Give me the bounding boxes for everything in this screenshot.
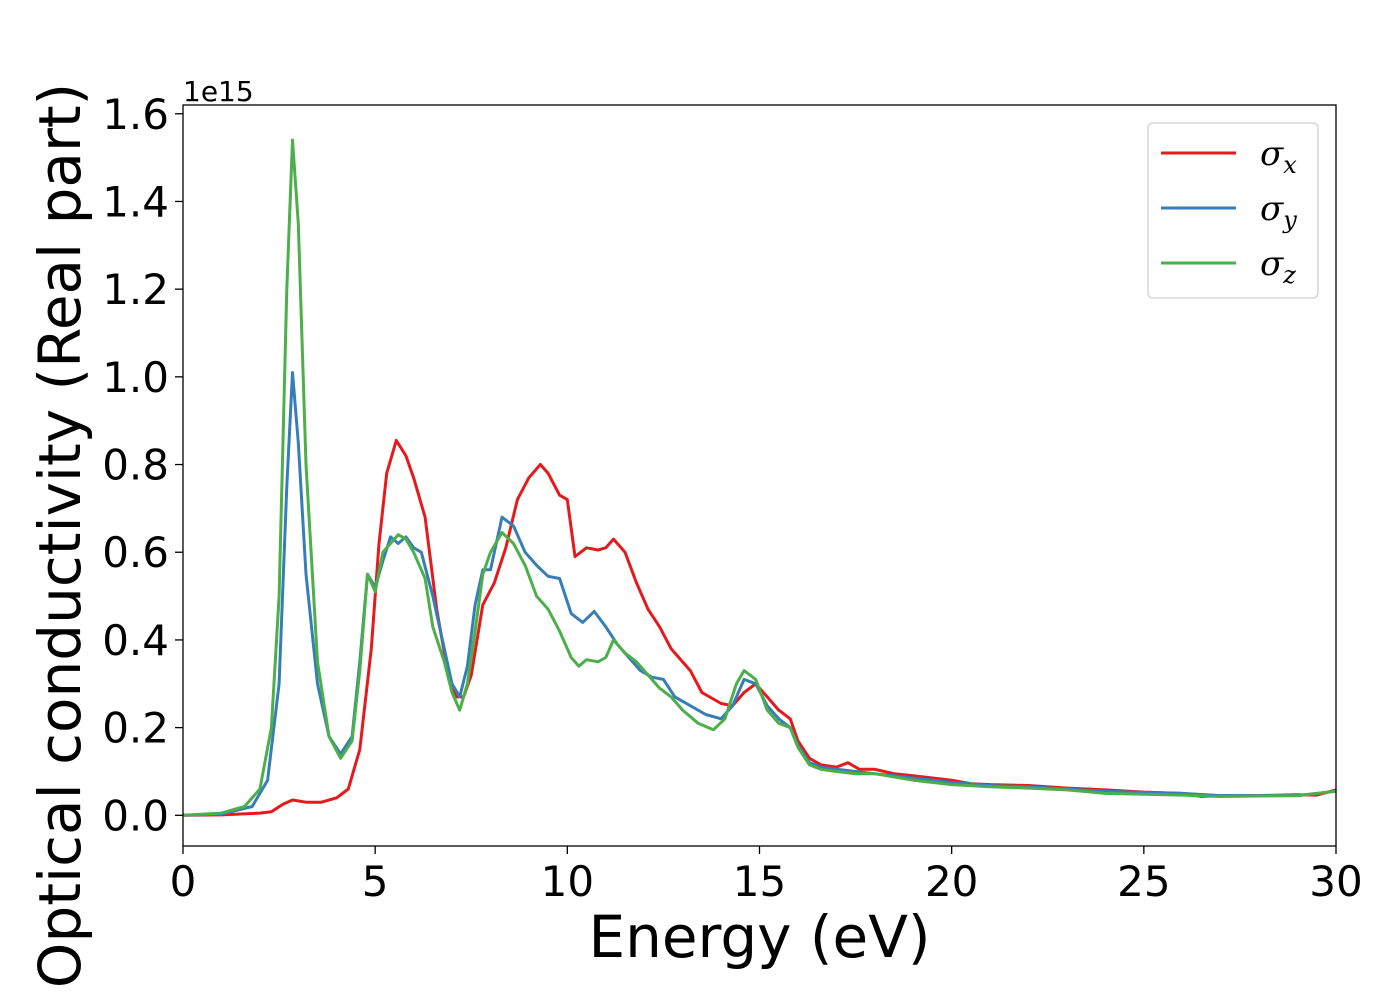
y-tick-label: 1.6 xyxy=(102,90,169,139)
y-offset-text: 1e15 xyxy=(183,75,254,108)
x-axis: 0 5 10 15 20 25 30 xyxy=(170,846,1363,906)
y-tick-label: 0.8 xyxy=(102,441,169,490)
legend-label-z: σz xyxy=(1260,244,1296,289)
series-line-y xyxy=(183,371,1336,817)
x-tick-label: 30 xyxy=(1309,857,1362,906)
y-axis: 0.0 0.2 0.4 0.6 0.8 1.0 1.2 1.4 1.6 xyxy=(102,90,183,840)
y-tick-label: 1.4 xyxy=(102,177,169,226)
y-axis-title: Optical conductivity (Real part) xyxy=(26,83,94,988)
y-tick-label: 0.2 xyxy=(102,704,169,753)
x-tick-label: 15 xyxy=(733,857,786,906)
legend-subscript: z xyxy=(1282,261,1296,289)
series-line-z xyxy=(183,138,1336,817)
x-axis-title: Energy (eV) xyxy=(588,903,930,971)
x-tick-label: 25 xyxy=(1117,857,1170,906)
plot-lines xyxy=(183,138,1336,817)
legend-symbol: σ xyxy=(1260,134,1284,174)
y-tick-label: 1.0 xyxy=(102,353,169,402)
x-tick-label: 5 xyxy=(362,857,389,906)
legend-label-y: σy xyxy=(1260,189,1297,234)
legend-symbol: σ xyxy=(1260,244,1284,284)
legend-label-x: σx xyxy=(1260,134,1297,179)
legend-subscript: x xyxy=(1283,151,1297,179)
y-tick-label: 1.2 xyxy=(102,265,169,314)
y-tick-label: 0.4 xyxy=(102,616,169,665)
y-tick-label: 0.6 xyxy=(102,528,169,577)
legend-box xyxy=(1147,122,1319,299)
legend-subscript: y xyxy=(1282,206,1297,234)
y-tick-label: 0.0 xyxy=(102,791,169,840)
x-tick-label: 10 xyxy=(541,857,594,906)
legend-symbol: σ xyxy=(1260,189,1284,229)
series-line-x xyxy=(183,438,1336,817)
x-tick-label: 0 xyxy=(170,857,197,906)
x-tick-label: 20 xyxy=(925,857,978,906)
